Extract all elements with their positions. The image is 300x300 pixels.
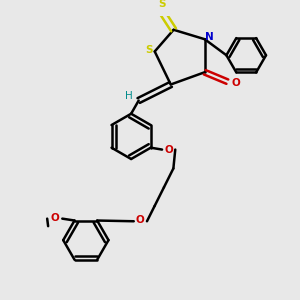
Text: S: S [158,0,166,9]
Text: O: O [232,78,240,88]
Text: H: H [125,91,133,101]
Text: O: O [50,213,59,223]
Text: N: N [205,32,214,42]
Text: O: O [164,145,173,154]
Text: S: S [145,45,153,55]
Text: O: O [136,215,145,225]
